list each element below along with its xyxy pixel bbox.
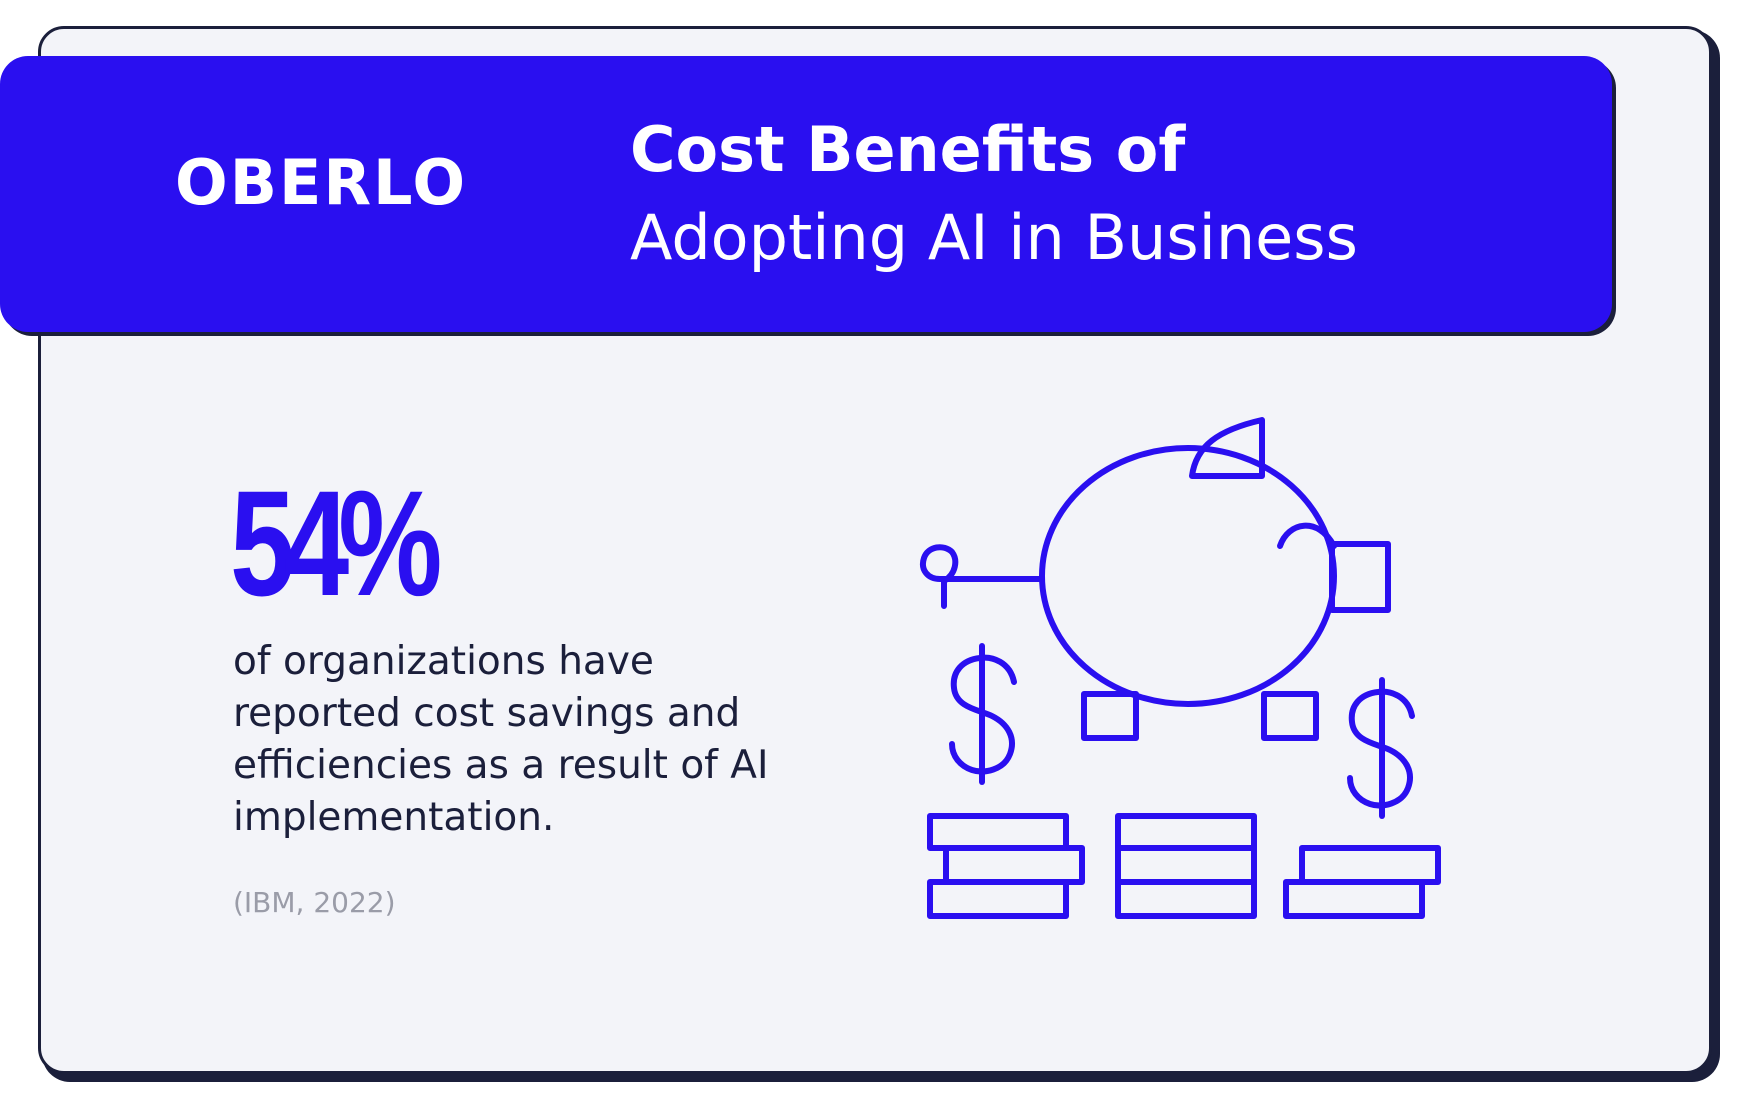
- piggy-tail: [920, 544, 1045, 609]
- piggy-eye: [1277, 522, 1337, 549]
- stat-description: of organizations have reported cost savi…: [233, 639, 769, 840]
- piggy-leg-left: [1081, 691, 1139, 741]
- piggy-bank-with-coins-icon: [920, 417, 1441, 919]
- page-subtitle: Adopting AI in Business: [630, 201, 1358, 274]
- piggy-leg-right: [1261, 691, 1319, 741]
- coin-stack-right: [1283, 845, 1441, 919]
- brand-logo: OBERLO: [175, 146, 468, 219]
- header-banner: [0, 56, 1612, 332]
- stat-value: 54%: [230, 459, 442, 627]
- page-title: Cost Benefits of: [630, 113, 1186, 186]
- coin-stack-middle: [1115, 813, 1257, 919]
- piggy-ear: [1189, 417, 1265, 479]
- source-citation: (IBM, 2022): [233, 886, 396, 919]
- dollar-sign-left: [949, 643, 1017, 785]
- dollar-sign-right: [1347, 677, 1415, 819]
- piggy-body: [1039, 445, 1337, 707]
- piggy-snout: [1329, 541, 1391, 613]
- coin-stack-left: [927, 813, 1085, 919]
